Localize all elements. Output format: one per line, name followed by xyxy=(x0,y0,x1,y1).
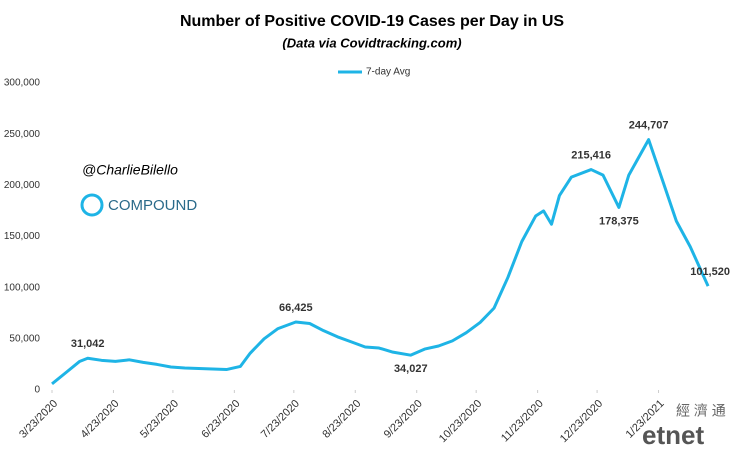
x-tick-label: 5/23/2020 xyxy=(138,398,181,441)
line xyxy=(51,138,710,386)
x-tick-label: 4/23/2020 xyxy=(79,398,122,441)
y-tick-label: 50,000 xyxy=(9,333,40,344)
y-tick-label: 100,000 xyxy=(4,282,41,293)
watermark: @CharlieBilello xyxy=(82,162,178,178)
data-label: 31,042 xyxy=(71,338,105,350)
data-label: 244,707 xyxy=(629,119,669,131)
y-tick-label: 150,000 xyxy=(4,231,41,242)
x-tick-label: 8/23/2020 xyxy=(320,398,363,441)
x-tick-label: 7/23/2020 xyxy=(259,398,302,441)
y-tick-label: 200,000 xyxy=(4,180,41,191)
x-tick-label: 10/23/2020 xyxy=(437,398,484,445)
x-tick-label: 6/23/2020 xyxy=(199,398,242,441)
data-label: 215,416 xyxy=(571,149,611,161)
data-label: 101,520 xyxy=(690,266,730,278)
chart-subtitle: (Data via Covidtracking.com) xyxy=(282,35,461,50)
watermark: 經 濟 通 xyxy=(676,403,726,419)
data-label: 34,027 xyxy=(394,363,428,375)
y-tick-label: 250,000 xyxy=(4,129,41,140)
chart-title: Number of Positive COVID-19 Cases per Da… xyxy=(180,13,564,30)
y-tick-label: 300,000 xyxy=(4,78,41,89)
x-tick-label: 12/23/2020 xyxy=(558,398,605,445)
legend-label: 7-day Avg xyxy=(366,67,410,78)
x-tick-label: 9/23/2020 xyxy=(382,398,425,441)
watermark: etnet xyxy=(642,420,704,449)
y-tick-label: 0 xyxy=(34,385,40,396)
x-tick-label: 11/23/2020 xyxy=(499,398,546,445)
x-tick-label: 3/23/2020 xyxy=(17,398,60,441)
logo xyxy=(80,193,104,217)
watermark: COMPOUND xyxy=(108,197,197,214)
data-label: 66,425 xyxy=(279,302,313,314)
data-label: 178,375 xyxy=(599,215,639,227)
